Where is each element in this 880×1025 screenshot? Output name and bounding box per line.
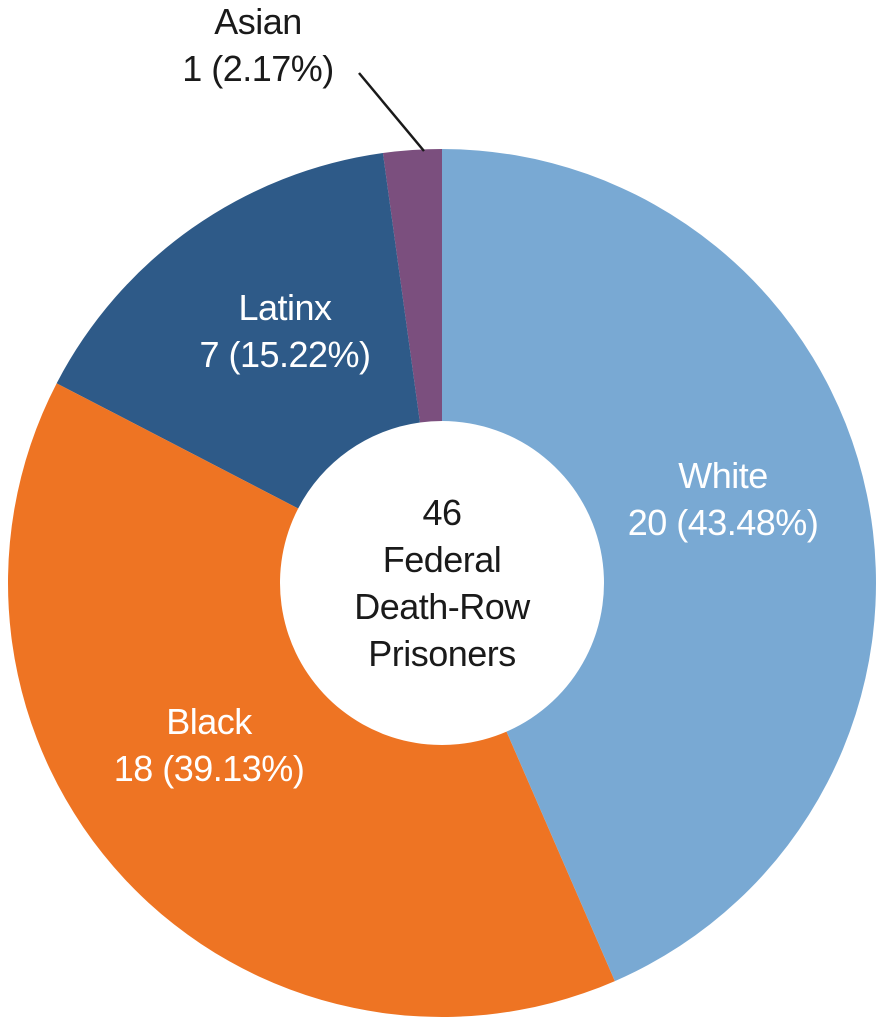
slice-value: 20 (43.48%) (627, 502, 819, 543)
slice-name: Latinx (238, 287, 332, 328)
slice-label-asian: Asian 1 (2.17%) (182, 0, 334, 92)
center-line-4: Prisoners (368, 633, 516, 674)
slice-value: 7 (15.22%) (199, 334, 371, 375)
slice-black (8, 383, 615, 1018)
slice-value: 18 (39.13%) (113, 748, 305, 789)
slice-name: Asian (214, 1, 302, 42)
slice-latinx (56, 153, 420, 509)
center-line-3: Death-Row (354, 586, 530, 627)
center-total: 46 (422, 492, 462, 533)
center-label: 46 Federal Death-Row Prisoners (354, 489, 530, 677)
center-line-2: Federal (382, 539, 502, 580)
slice-name: Black (166, 701, 252, 742)
slice-label-latinx: Latinx 7 (15.22%) (199, 284, 371, 378)
asian-leader-line (358, 72, 425, 152)
slice-asian (382, 149, 442, 423)
slice-white (442, 149, 876, 982)
slice-label-white: White 20 (43.48%) (628, 452, 819, 546)
slice-label-black: Black 18 (39.13%) (114, 698, 305, 792)
slice-name: White (678, 455, 768, 496)
slice-value: 1 (2.17%) (182, 48, 334, 89)
